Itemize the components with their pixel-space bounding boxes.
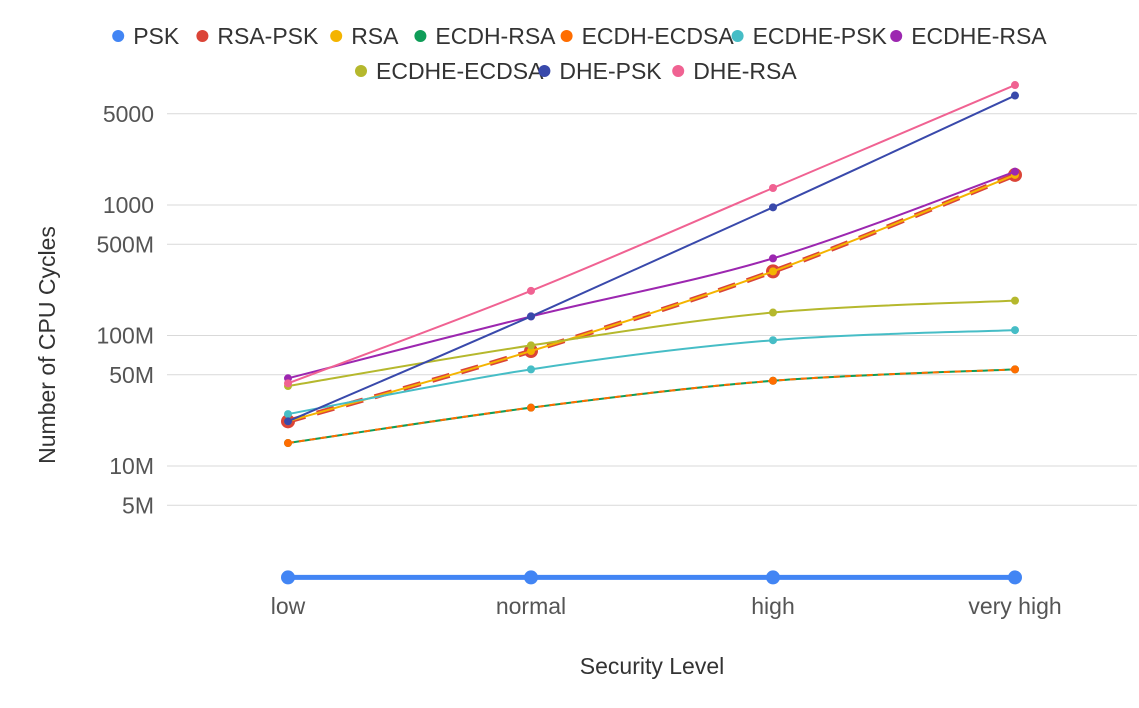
data-point-ecdhe-rsa-high (769, 254, 777, 263)
series-line-rsa (287, 173, 1016, 423)
series-dhe-psk (284, 91, 1019, 426)
legend-label-dhe-rsa: DHE-RSA (693, 58, 797, 84)
data-point-dhe-rsa-high (769, 183, 777, 192)
legend-swatch-ecdhe-rsa (890, 30, 903, 42)
series-line-ecdhe-rsa (287, 170, 1016, 380)
legend-label-rsa: RSA (351, 23, 399, 49)
y-axis-tick-labels: 5000 1000 500M 100M 50M 10M 5M (96, 101, 154, 519)
legend-swatch-ecdh-rsa (414, 30, 427, 42)
legend-swatch-psk (112, 30, 125, 42)
series-line-ecdhe-ecdsa (287, 299, 1016, 388)
data-point-dhe-psk-high (769, 203, 777, 212)
series-dhe-rsa (284, 81, 1019, 388)
legend-swatch-ecdhe-ecdsa (355, 65, 367, 77)
legend-swatch-rsa-psk (196, 30, 209, 42)
legend-item-ecdh-ecdsa: ECDH-ECDSA (560, 23, 735, 49)
legend-item-dhe-psk: DHE-PSK (538, 58, 662, 84)
series-ecdhe-rsa (284, 167, 1019, 383)
y-tick-label-100m: 100M (96, 323, 154, 349)
x-tick-label-very-high: very high (968, 593, 1061, 619)
data-point-psk-low (281, 570, 295, 585)
series-ecdh-ecdsa (284, 365, 1019, 448)
legend-label-dhe-psk: DHE-PSK (559, 58, 662, 84)
gridlines (167, 113, 1137, 506)
series-line-ecdhe-psk (287, 329, 1016, 416)
y-axis-title: Number of CPU Cycles (34, 226, 60, 464)
data-point-ecdhe-ecdsa-high (769, 308, 777, 317)
legend-item-rsa: RSA (330, 23, 399, 49)
y-tick-label-10m: 10M (109, 453, 154, 479)
series-ecdh-rsa (284, 365, 1019, 448)
series-rsa-psk (281, 167, 1022, 429)
data-point-ecdhe-psk-high (769, 336, 777, 345)
data-point-dhe-rsa-normal (527, 286, 535, 295)
legend-swatch-ecdhe-psk (731, 30, 744, 42)
data-point-ecdh-ecdsa-normal (527, 403, 535, 412)
legend-item-ecdhe-psk: ECDHE-PSK (731, 23, 888, 49)
data-point-ecdh-ecdsa-very-high (1011, 365, 1019, 374)
y-tick-label-5m: 5M (122, 492, 154, 518)
series-psk (281, 570, 1022, 585)
legend-swatch-rsa (330, 30, 343, 42)
legend-item-ecdhe-rsa: ECDHE-RSA (890, 23, 1047, 49)
data-point-rsa-normal (527, 347, 535, 356)
series-line-dhe-psk (287, 94, 1016, 423)
legend-item-ecdhe-ecdsa: ECDHE-ECDSA (355, 58, 544, 84)
data-point-ecdhe-psk-very-high (1011, 326, 1019, 335)
data-point-ecdh-ecdsa-high (769, 376, 777, 385)
data-point-ecdhe-rsa-very-high (1011, 167, 1019, 176)
data-point-dhe-psk-normal (527, 312, 535, 321)
legend-item-psk: PSK (112, 23, 180, 49)
data-point-dhe-psk-low (284, 417, 292, 426)
series-line-ecdh-ecdsa (287, 368, 1016, 445)
x-tick-label-high: high (751, 593, 794, 619)
data-point-ecdhe-ecdsa-normal (527, 341, 535, 350)
legend-label-ecdhe-rsa: ECDHE-RSA (911, 23, 1047, 49)
legend-item-ecdh-rsa: ECDH-RSA (414, 23, 556, 49)
series-line-ecdh-rsa (287, 368, 1016, 445)
legend-item-rsa-psk: RSA-PSK (196, 23, 319, 49)
x-axis-title: Security Level (580, 653, 724, 679)
legend-label-psk: PSK (133, 23, 180, 49)
x-tick-label-low: low (271, 593, 306, 619)
x-axis-tick-labels: low normal high very high (271, 593, 1062, 619)
x-tick-label-normal: normal (496, 593, 566, 619)
legend-swatch-dhe-rsa (672, 65, 685, 77)
series-rsa (284, 170, 1019, 426)
legend-label-ecdh-ecdsa: ECDH-ECDSA (582, 23, 735, 49)
data-point-ecdhe-ecdsa-very-high (1011, 296, 1019, 305)
data-point-psk-very-high (1008, 570, 1022, 585)
legend-label-rsa-psk: RSA-PSK (217, 23, 319, 49)
data-point-rsa-high (769, 267, 777, 276)
data-point-dhe-rsa-low (284, 379, 292, 388)
data-point-psk-high (766, 570, 780, 585)
series-line-dhe-rsa (287, 84, 1016, 385)
legend-swatch-ecdh-ecdsa (560, 30, 573, 42)
legend-label-ecdhe-ecdsa: ECDHE-ECDSA (376, 58, 544, 84)
data-point-dhe-psk-very-high (1011, 91, 1019, 100)
series-ecdhe-psk (284, 326, 1019, 419)
legend-label-ecdhe-psk: ECDHE-PSK (753, 23, 888, 49)
y-tick-label-50m: 50M (109, 362, 154, 388)
data-point-ecdhe-psk-low (284, 410, 292, 419)
data-point-ecdhe-psk-normal (527, 365, 535, 374)
legend-item-dhe-rsa: DHE-RSA (672, 58, 797, 84)
series-lines (281, 81, 1022, 585)
data-point-dhe-rsa-very-high (1011, 81, 1019, 90)
chart-legend: PSK RSA-PSK RSA ECDH-RSA ECDH-ECDSA ECDHE-PSK… (112, 23, 1047, 84)
y-tick-label-500m: 500M (96, 231, 154, 257)
y-tick-label-1000: 1000 (103, 192, 154, 218)
data-point-ecdh-ecdsa-low (284, 439, 292, 448)
y-tick-label-5000: 5000 (103, 101, 154, 127)
data-point-psk-normal (524, 570, 538, 585)
legend-swatch-dhe-psk (538, 65, 551, 77)
legend-label-ecdh-rsa: ECDH-RSA (435, 23, 556, 49)
